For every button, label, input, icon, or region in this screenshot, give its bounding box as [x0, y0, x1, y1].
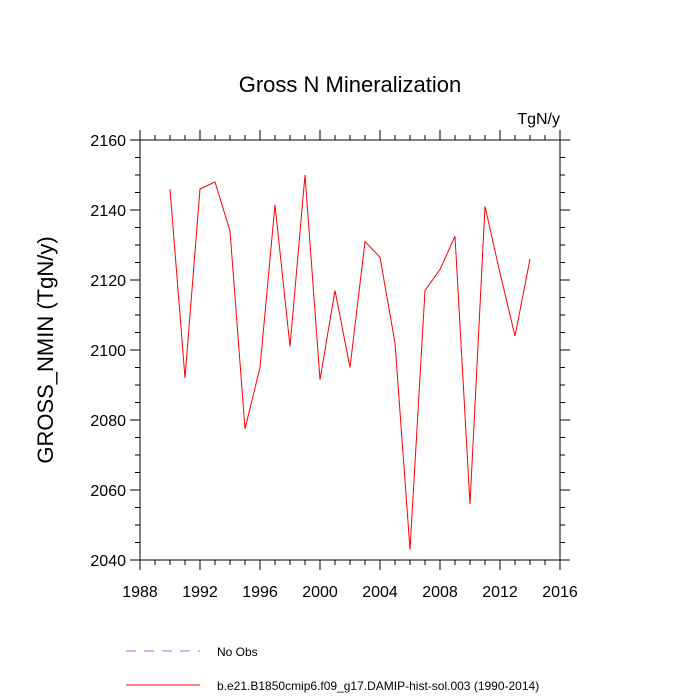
legend-label-series: b.e21.B1850cmip6.f09_g17.DAMIP-hist-sol.…: [217, 679, 539, 693]
plot-frame: [139, 139, 561, 561]
x-axis: 1988 1992 1996 2000 2004 2008 2012 2016: [122, 130, 578, 601]
x-tick-label: 1996: [242, 584, 278, 601]
x-tick-label: 1992: [182, 584, 218, 601]
y-tick-label: 2120: [90, 273, 126, 290]
x-tick-label: 2012: [482, 584, 518, 601]
series-layer: [169, 174, 531, 550]
x-tick-label: 1988: [122, 584, 158, 601]
y-tick-label: 2100: [90, 343, 126, 360]
y-tick-label: 2040: [90, 553, 126, 570]
x-tick-label: 2008: [422, 584, 458, 601]
y-tick-label: 2080: [90, 413, 126, 430]
legend: No Obs b.e21.B1850cmip6.f09_g17.DAMIP-hi…: [126, 645, 539, 693]
series-line: [169, 174, 531, 550]
chart-title: Gross N Mineralization: [239, 72, 462, 97]
y-tick-label: 2160: [90, 133, 126, 150]
y-axis-label: GROSS_NMIN (TgN/y): [33, 236, 58, 463]
y-tick-label: 2140: [90, 203, 126, 220]
units-label: TgN/y: [517, 111, 560, 128]
legend-label-no-obs: No Obs: [217, 645, 258, 659]
y-axis: 2040 2060 2080 2100 2120 2140 2160: [90, 133, 570, 570]
y-tick-label: 2060: [90, 483, 126, 500]
x-tick-label: 2000: [302, 584, 338, 601]
x-tick-label: 2016: [542, 584, 578, 601]
x-tick-label: 2004: [362, 584, 398, 601]
